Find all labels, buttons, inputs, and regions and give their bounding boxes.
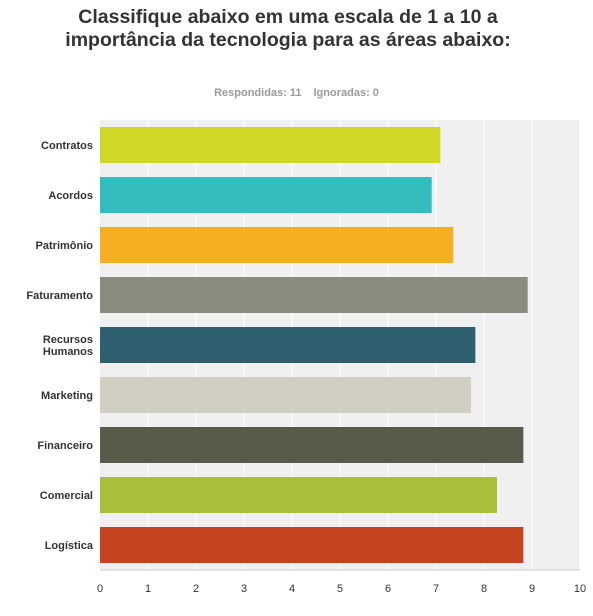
category-label: Faturamento — [26, 290, 93, 302]
x-tick-label: 5 — [337, 583, 343, 595]
category-label: Logística — [45, 540, 94, 552]
x-tick-label: 1 — [145, 583, 151, 595]
x-tick-label: 9 — [529, 583, 535, 595]
x-tick-label: 6 — [385, 583, 391, 595]
x-axis-ticks: 0 1 2 3 4 5 6 7 8 9 10 — [97, 583, 586, 595]
skipped-count: Ignoradas: 0 — [313, 87, 379, 99]
category-label: Patrimônio — [36, 240, 94, 252]
bars-group — [100, 127, 528, 563]
bar[interactable] — [100, 227, 454, 263]
x-tick-label: 7 — [433, 583, 439, 595]
x-tick-label: 0 — [97, 583, 103, 595]
bar[interactable] — [100, 427, 524, 463]
category-label: Marketing — [41, 390, 93, 402]
category-label: Acordos — [48, 190, 93, 202]
bar[interactable] — [100, 527, 524, 563]
bar[interactable] — [100, 377, 472, 413]
bar[interactable] — [100, 177, 432, 213]
x-tick-label: 8 — [481, 583, 487, 595]
chart-title: Classifique abaixo em uma escala de 1 a … — [65, 6, 511, 51]
bar[interactable] — [100, 277, 528, 313]
category-label: Contratos — [41, 140, 93, 152]
x-tick-label: 10 — [574, 583, 586, 595]
answered-count: Respondidas: 11 — [214, 87, 302, 99]
bar[interactable] — [100, 127, 441, 163]
bar[interactable] — [100, 477, 497, 513]
x-tick-label: 3 — [241, 583, 247, 595]
category-labels: Contratos Acordos Patrimônio Faturamento Rec… — [26, 140, 93, 552]
x-tick-label: 2 — [193, 583, 199, 595]
category-label: Comercial — [40, 490, 93, 502]
category-label: Financeiro — [37, 440, 93, 452]
bar[interactable] — [100, 327, 476, 363]
x-tick-label: 4 — [289, 583, 295, 595]
response-stats: Respondidas: 11 Ignoradas: 0 — [0, 87, 593, 99]
category-label: Recursos Humanos — [43, 334, 93, 358]
